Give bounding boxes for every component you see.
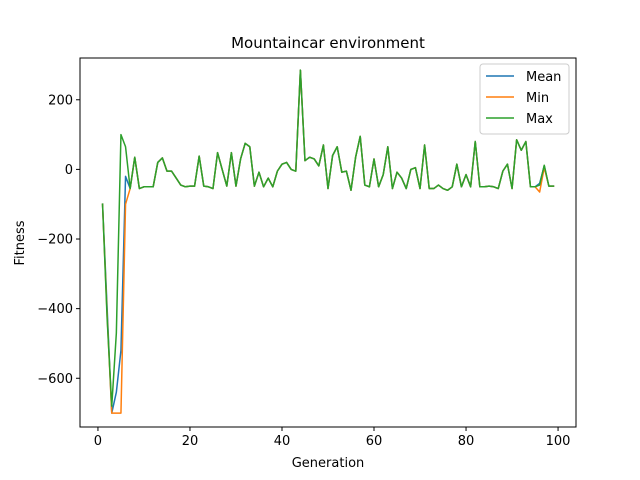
x-tick-label: 80 <box>458 434 475 449</box>
y-tick-label: −200 <box>37 233 73 248</box>
series-line-max <box>101 69 555 407</box>
legend-label-mean: Mean <box>526 70 561 85</box>
y-tick-label: 0 <box>65 163 73 178</box>
legend-label-min: Min <box>526 91 549 106</box>
x-axis-label: Generation <box>292 456 365 471</box>
y-tick-label: −400 <box>37 302 73 317</box>
y-tick-label: 200 <box>48 93 73 108</box>
y-tick-label: −600 <box>37 372 73 387</box>
x-tick-label: 40 <box>274 434 291 449</box>
axes-frame <box>79 57 577 428</box>
x-tick-label: 100 <box>546 434 571 449</box>
chart-title: Mountaincar environment <box>231 34 425 52</box>
legend-box <box>479 63 570 135</box>
x-tick-label: 20 <box>182 434 199 449</box>
y-axis: −600 −400 −200 0 200 <box>37 93 80 387</box>
x-tick-label: 0 <box>94 434 102 449</box>
x-tick-label: 60 <box>366 434 383 449</box>
legend: Mean Min Max <box>479 63 570 135</box>
x-axis: 0 20 40 60 80 100 <box>94 427 571 449</box>
y-axis-label: Fitness <box>13 220 28 265</box>
legend-label-max: Max <box>526 112 553 127</box>
plot-area <box>101 69 555 414</box>
